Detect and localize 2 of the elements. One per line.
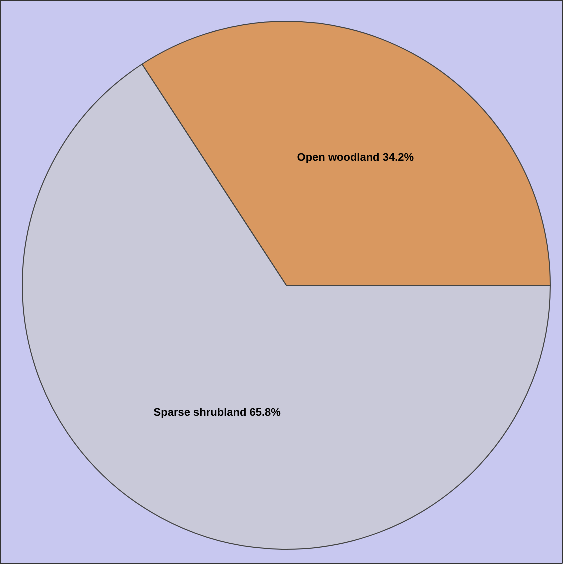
slice-label: Open woodland 34.2% [297,152,414,164]
slice-label: Sparse shrubland 65.8% [154,407,282,420]
